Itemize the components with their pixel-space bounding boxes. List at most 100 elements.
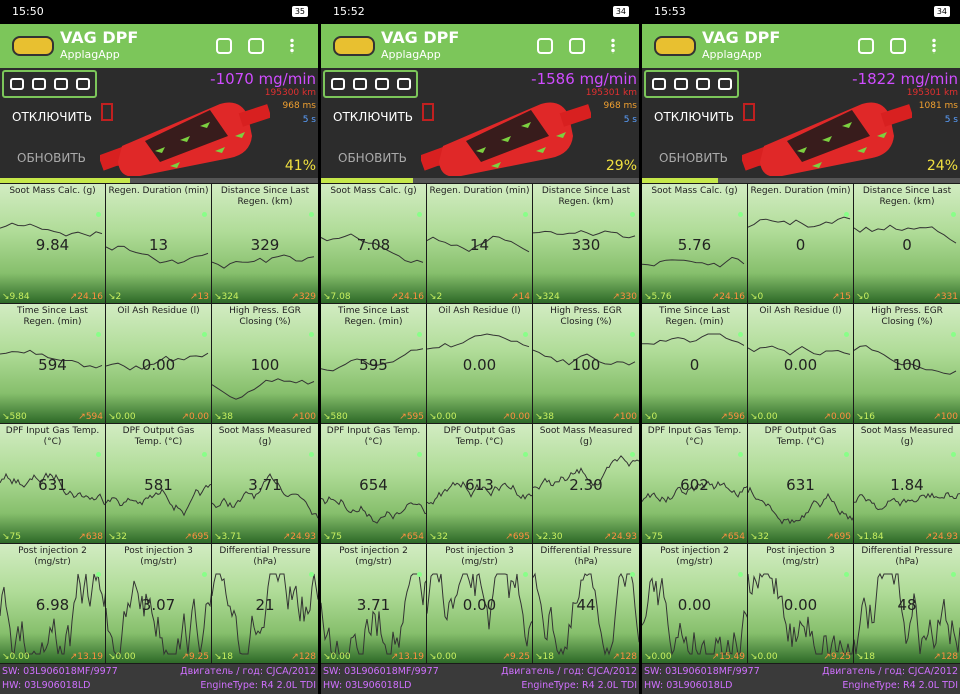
status-dot <box>523 572 528 577</box>
status-dot <box>417 332 422 337</box>
dpf-illustration <box>419 102 593 177</box>
trend-line <box>427 573 532 647</box>
tile-value: 3.07 <box>141 596 176 614</box>
gauge-tile[interactable]: Soot Mass Measured (g) 3.71 3.71 24.93 <box>212 424 318 543</box>
gauge-tile[interactable]: Time Since Last Regen. (min) 594 580 594 <box>0 304 105 423</box>
status-dot <box>738 452 743 457</box>
status-dot <box>96 212 101 217</box>
gauge-tile[interactable]: Differential Pressure (hPa) 48 18 128 <box>854 544 960 663</box>
tile-label: Oil Ash Residue (l) <box>438 306 521 316</box>
progress-bar <box>321 178 639 183</box>
menu-button[interactable] <box>290 38 294 54</box>
menu-button[interactable] <box>932 38 936 54</box>
gauge-tile[interactable]: Post injection 2 (mg/str) 0.00 0.00 15.49 <box>642 544 747 663</box>
gauge-tile[interactable]: Post injection 3 (mg/str) 0.00 0.00 9.25 <box>748 544 853 663</box>
tile-value: 594 <box>38 356 67 374</box>
app-title: VAG DPF <box>381 28 460 47</box>
tile-min: 0.00 <box>108 652 136 662</box>
gauge-tile[interactable]: Soot Mass Measured (g) 2.30 2.30 24.93 <box>533 424 639 543</box>
dpf-header: -1822 mg/min 195301 km 1081 ms 5 s 24% ОТКЛЮЧ… <box>642 68 960 178</box>
engine-type: EngineType: R4 2.0L TDI <box>842 680 958 691</box>
gauge-tile[interactable]: Soot Mass Calc. (g) 5.76 5.76 24.16 <box>642 184 747 303</box>
gauge-tile[interactable]: Time Since Last Regen. (min) 0 0 596 <box>642 304 747 423</box>
gauge-tile[interactable]: Soot Mass Calc. (g) 7.08 7.08 24.16 <box>321 184 426 303</box>
menu-button[interactable] <box>611 38 615 54</box>
gauge-tile[interactable]: Time Since Last Regen. (min) 595 580 595 <box>321 304 426 423</box>
tile-max: 654 <box>720 532 745 542</box>
engine-type: EngineType: R4 2.0L TDI <box>521 680 637 691</box>
log-button[interactable] <box>248 38 264 54</box>
tile-label: Post injection 3 (mg/str) <box>445 546 514 567</box>
log-button[interactable] <box>569 38 585 54</box>
gauge-tile[interactable]: DPF Output Gas Temp. (°C) 631 32 695 <box>748 424 853 543</box>
gauge-tile[interactable]: Soot Mass Calc. (g) 9.84 9.84 24.16 <box>0 184 105 303</box>
status-dot <box>630 332 635 337</box>
gauge-tile[interactable]: Distance Since Last Regen. (km) 330 324 330 <box>533 184 639 303</box>
trend-line <box>642 480 747 504</box>
gauge-tile[interactable]: Post injection 2 (mg/str) 6.98 0.00 13.19 <box>0 544 105 663</box>
gauge-tile[interactable]: High Press. EGR Closing (%) 100 38 100 <box>533 304 639 423</box>
disconnect-button[interactable]: ОТКЛЮЧИТЬ <box>12 110 93 124</box>
gauge-tile[interactable]: Regen. Duration (min) 13 2 13 <box>106 184 211 303</box>
tile-label: Time Since Last Regen. (min) <box>659 306 730 327</box>
gauge-tile[interactable]: DPF Input Gas Temp. (°C) 602 75 654 <box>642 424 747 543</box>
tile-value: 3.71 <box>248 476 282 494</box>
gauge-tile[interactable]: DPF Input Gas Temp. (°C) 631 75 638 <box>0 424 105 543</box>
settings-button[interactable] <box>858 38 874 54</box>
status-dot <box>844 212 849 217</box>
log-button[interactable] <box>890 38 906 54</box>
gauge-tile[interactable]: Differential Pressure (hPa) 21 18 128 <box>212 544 318 663</box>
tile-value: 0.00 <box>462 596 497 614</box>
sw-version: SW: 03L906018MF/9977 <box>323 666 439 677</box>
gauge-tile[interactable]: Post injection 3 (mg/str) 3.07 0.00 9.25 <box>106 544 211 663</box>
tile-max: 0.00 <box>823 412 851 422</box>
connection-icons <box>2 70 97 98</box>
status-dot <box>417 212 422 217</box>
gauge-tile[interactable]: High Press. EGR Closing (%) 100 16 100 <box>854 304 960 423</box>
trend-line <box>854 345 957 375</box>
tile-label: Regen. Duration (min) <box>750 186 851 196</box>
tile-value: 5.76 <box>677 236 712 254</box>
tile-min: 16 <box>856 412 875 422</box>
hw-version: HW: 03L906018LD <box>2 680 91 691</box>
app-logo <box>12 36 54 56</box>
gauge-tile[interactable]: Distance Since Last Regen. (km) 0 0 331 <box>854 184 960 303</box>
gauge-tile[interactable]: Distance Since Last Regen. (km) 329 324 329 <box>212 184 318 303</box>
gauge-tile[interactable]: DPF Input Gas Temp. (°C) 654 75 654 <box>321 424 426 543</box>
tile-min: 580 <box>2 412 27 422</box>
dpf-load: 24% <box>926 158 958 174</box>
gauge-tile[interactable]: Regen. Duration (min) 0 0 15 <box>748 184 853 303</box>
tile-label: DPF Input Gas Temp. (°C) <box>326 426 421 447</box>
gauge-tile[interactable]: Differential Pressure (hPa) 44 18 128 <box>533 544 639 663</box>
gauge-tile[interactable]: Post injection 3 (mg/str) 0.00 0.00 9.25 <box>427 544 532 663</box>
tile-label: Soot Mass Calc. (g) <box>9 186 96 196</box>
tile-value: 0.00 <box>783 356 818 374</box>
gauge-tile[interactable]: Oil Ash Residue (l) 0.00 0.00 0.00 <box>427 304 532 423</box>
gauge-tile[interactable]: DPF Output Gas Temp. (°C) 613 32 695 <box>427 424 532 543</box>
tile-min: 32 <box>108 532 127 542</box>
gauge-tile[interactable]: Post injection 2 (mg/str) 3.71 0.00 13.19 <box>321 544 426 663</box>
settings-button[interactable] <box>216 38 232 54</box>
gauge-tile[interactable]: Soot Mass Measured (g) 1.84 1.84 24.93 <box>854 424 960 543</box>
gauge-tile[interactable]: Regen. Duration (min) 14 2 14 <box>427 184 532 303</box>
status-dot <box>951 212 956 217</box>
disconnect-button[interactable]: ОТКЛЮЧИТЬ <box>333 110 414 124</box>
tile-label: Post injection 3 (mg/str) <box>766 546 835 567</box>
engine-code: Двигатель / год: CJCA/2012 <box>501 666 637 677</box>
tile-value: 100 <box>571 356 601 374</box>
app-subtitle: ApplagApp <box>60 48 120 61</box>
disconnect-button[interactable]: ОТКЛЮЧИТЬ <box>654 110 735 124</box>
settings-button[interactable] <box>537 38 553 54</box>
tile-value: 21 <box>255 596 275 614</box>
gauge-tile[interactable]: High Press. EGR Closing (%) 100 38 100 <box>212 304 318 423</box>
tile-max: 595 <box>399 412 424 422</box>
status-dot <box>309 452 314 457</box>
soot-flow: -1822 mg/min <box>852 70 958 88</box>
gauge-tile[interactable]: Oil Ash Residue (l) 0.00 0.00 0.00 <box>106 304 211 423</box>
gauge-tile[interactable]: Oil Ash Residue (l) 0.00 0.00 0.00 <box>748 304 853 423</box>
refresh-button[interactable]: ОБНОВИТЬ <box>659 151 728 165</box>
refresh-button[interactable]: ОБНОВИТЬ <box>17 151 86 165</box>
refresh-button[interactable]: ОБНОВИТЬ <box>338 151 407 165</box>
gauge-tile[interactable]: DPF Output Gas Temp. (°C) 581 32 695 <box>106 424 211 543</box>
